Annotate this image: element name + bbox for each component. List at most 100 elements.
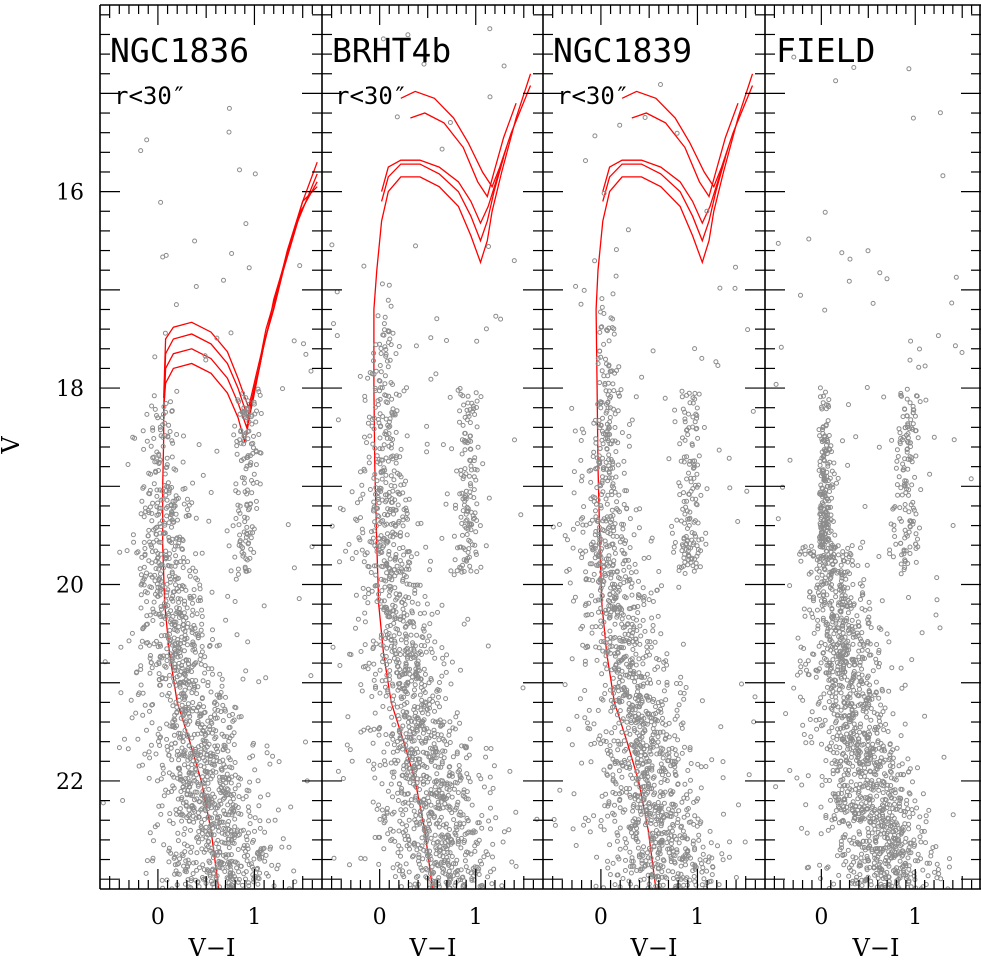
star-point — [222, 795, 227, 801]
star-point — [423, 790, 429, 796]
star-point — [154, 662, 159, 668]
star-point — [444, 652, 450, 658]
star-point — [241, 843, 247, 849]
star-point — [167, 551, 172, 557]
star-point — [153, 468, 158, 474]
star-point — [656, 840, 662, 846]
star-point — [217, 865, 223, 871]
star-point — [393, 507, 399, 513]
star-point — [176, 624, 182, 630]
star-point — [565, 537, 570, 543]
star-point — [201, 784, 207, 789]
star-point — [461, 840, 467, 845]
star-point — [593, 508, 598, 514]
star-point — [432, 745, 438, 751]
star-point — [736, 802, 741, 808]
star-point — [349, 489, 355, 495]
star-point — [245, 398, 251, 404]
star-point — [371, 358, 376, 364]
star-point — [387, 533, 393, 539]
star-point — [445, 857, 451, 863]
star-point — [478, 564, 484, 570]
star-point — [468, 463, 474, 469]
star-point — [200, 788, 206, 794]
star-point — [362, 642, 368, 648]
star-point — [400, 606, 406, 612]
star-point — [241, 414, 247, 420]
star-point — [303, 739, 308, 745]
star-point — [608, 603, 614, 609]
star-point — [384, 570, 390, 576]
star-point — [619, 521, 625, 527]
star-point — [386, 443, 392, 449]
star-point — [148, 660, 154, 666]
star-point — [207, 643, 212, 649]
star-point — [377, 690, 383, 696]
star-point — [167, 486, 173, 492]
star-point — [173, 868, 179, 874]
x-tick-label: 1 — [247, 905, 261, 930]
star-point — [681, 499, 687, 504]
star-point — [599, 492, 604, 497]
star-point — [130, 434, 136, 440]
star-point — [631, 532, 637, 538]
star-point — [615, 408, 621, 414]
star-point — [291, 565, 297, 571]
star-point — [187, 713, 193, 719]
star-point — [601, 373, 607, 379]
star-point — [673, 752, 679, 758]
star-point — [174, 605, 180, 611]
star-point — [422, 643, 428, 649]
star-point — [428, 335, 434, 341]
star-point — [182, 849, 188, 855]
star-point — [605, 865, 611, 871]
star-point — [208, 796, 214, 802]
star-point — [405, 770, 411, 776]
star-point — [222, 869, 228, 874]
star-point — [653, 804, 658, 810]
star-point — [196, 814, 202, 820]
star-point — [206, 518, 212, 524]
star-point — [404, 566, 409, 572]
star-point — [447, 740, 453, 745]
star-point — [176, 757, 182, 763]
star-point — [708, 840, 714, 846]
star-point — [615, 390, 621, 396]
star-point — [208, 848, 214, 854]
star-point — [140, 626, 146, 632]
star-point — [488, 746, 494, 752]
star-point — [661, 858, 667, 864]
star-point — [596, 609, 601, 615]
star-point — [190, 480, 196, 486]
star-point — [597, 540, 603, 545]
star-point — [679, 725, 685, 731]
star-point — [331, 321, 336, 327]
star-point — [511, 258, 517, 264]
star-point — [253, 449, 259, 455]
star-point — [685, 562, 691, 568]
star-point — [601, 738, 607, 744]
star-point — [164, 646, 170, 652]
star-point — [245, 407, 251, 413]
isochrone-line — [631, 102, 739, 199]
star-point — [163, 409, 168, 415]
star-point — [693, 496, 699, 502]
star-point — [371, 761, 377, 767]
star-point — [362, 552, 368, 558]
star-point — [202, 353, 208, 359]
star-point — [414, 822, 420, 828]
star-point — [689, 496, 695, 502]
star-point — [617, 699, 623, 705]
star-point — [157, 487, 163, 493]
star-point — [193, 767, 199, 773]
star-point — [389, 811, 395, 817]
star-point — [664, 732, 670, 738]
star-point — [234, 443, 240, 449]
star-point — [415, 658, 421, 664]
star-point — [674, 849, 680, 855]
star-point — [180, 565, 186, 571]
star-point — [467, 420, 473, 426]
star-point — [161, 793, 167, 799]
star-point — [173, 511, 179, 517]
star-point — [589, 517, 595, 523]
